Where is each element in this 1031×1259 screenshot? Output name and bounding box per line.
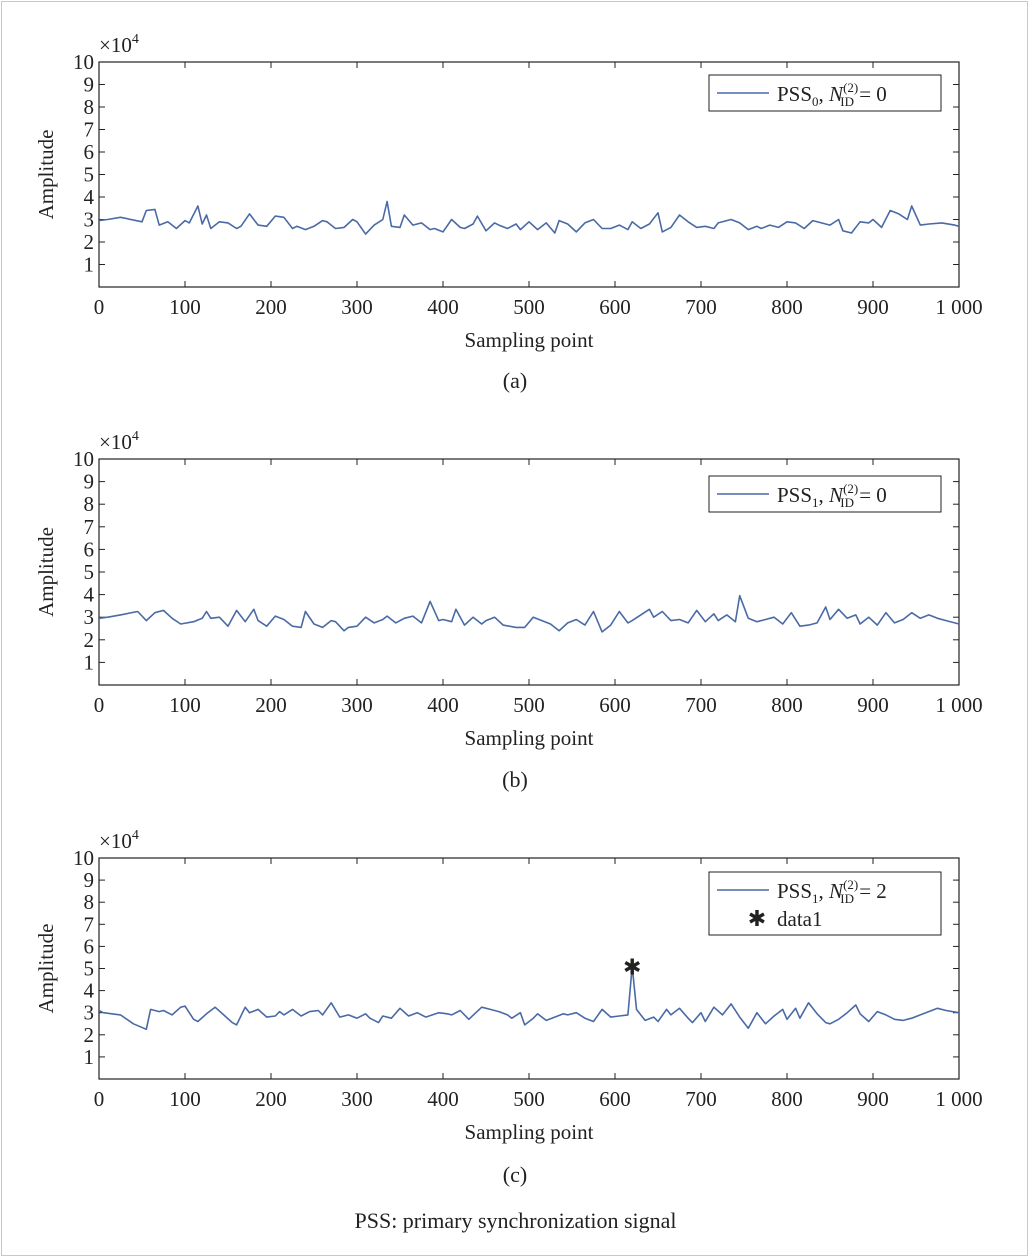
y-tick-label: 4 — [84, 185, 95, 209]
y-tick-label: 7 — [84, 118, 95, 142]
y-tick-label: 10 — [73, 447, 94, 471]
y-tick-label: 10 — [73, 846, 94, 870]
x-tick-label: 0 — [94, 693, 105, 717]
y-tick-label: 8 — [84, 95, 95, 119]
y-axis-label: Amplitude — [34, 527, 58, 617]
x-tick-label: 900 — [857, 295, 889, 319]
x-tick-label: 800 — [771, 295, 803, 319]
x-tick-label: 800 — [771, 1087, 803, 1111]
y-tick-label: 5 — [84, 560, 95, 584]
legend-entry-2: data1 — [777, 907, 822, 931]
x-tick-label: 600 — [599, 295, 631, 319]
y-tick-label: 1 — [84, 650, 95, 674]
y-tick-label: 4 — [84, 979, 95, 1003]
figure-footer: PSS: primary synchronization signal — [354, 1208, 677, 1233]
y-tick-label: 5 — [84, 163, 95, 187]
y-tick-label: 5 — [84, 957, 95, 981]
x-tick-label: 500 — [513, 295, 545, 319]
x-tick-label: 800 — [771, 693, 803, 717]
x-tick-label: 200 — [255, 1087, 287, 1111]
y-tick-label: 1 — [84, 1045, 95, 1069]
y-tick-label: 3 — [84, 208, 95, 232]
x-tick-label: 300 — [341, 1087, 373, 1111]
series-line-1 — [98, 965, 960, 1031]
x-tick-label: 1 000 — [935, 1087, 982, 1111]
x-tick-label: 400 — [427, 693, 459, 717]
x-axis-label: Sampling point — [465, 726, 594, 750]
x-axis-label: Sampling point — [465, 1120, 594, 1144]
y-tick-label: 2 — [84, 1023, 95, 1047]
subplot-label: (a) — [503, 368, 527, 393]
y-tick-label: 9 — [84, 470, 95, 494]
legend-entry-1: PSS1, N(2) ID = 0 — [777, 481, 887, 510]
x-tick-label: 600 — [599, 693, 631, 717]
x-tick-label: 900 — [857, 693, 889, 717]
x-tick-label: 400 — [427, 1087, 459, 1111]
x-tick-label: 200 — [255, 693, 287, 717]
series-line-1 — [98, 594, 960, 633]
series-line-1 — [98, 200, 960, 235]
y-tick-label: 8 — [84, 492, 95, 516]
x-tick-label: 100 — [169, 693, 201, 717]
x-tick-label: 300 — [341, 693, 373, 717]
y-tick-label: 3 — [84, 1001, 95, 1025]
y-tick-label: 2 — [84, 628, 95, 652]
x-tick-label: 500 — [513, 1087, 545, 1111]
y-tick-label: 7 — [84, 912, 95, 936]
x-tick-label: 500 — [513, 693, 545, 717]
x-tick-label: 200 — [255, 295, 287, 319]
y-tick-label: 8 — [84, 890, 95, 914]
subplot-label: (b) — [502, 767, 528, 792]
x-tick-label: 1 000 — [935, 693, 982, 717]
y-tick-label: 4 — [84, 583, 95, 607]
x-tick-label: 1 000 — [935, 295, 982, 319]
x-tick-label: 0 — [94, 295, 105, 319]
y-tick-label: 6 — [84, 537, 95, 561]
y-tick-label: 10 — [73, 50, 94, 74]
y-tick-label: 1 — [84, 253, 95, 277]
x-tick-label: 700 — [685, 693, 717, 717]
x-tick-label: 600 — [599, 1087, 631, 1111]
peak-marker: ✱ — [623, 954, 641, 979]
x-axis-label: Sampling point — [465, 328, 594, 352]
x-tick-label: 700 — [685, 295, 717, 319]
axis-exponent: ×104 — [99, 32, 139, 57]
legend-entry-1: PSS0, N(2) ID = 0 — [777, 80, 887, 109]
y-tick-label: 9 — [84, 868, 95, 892]
y-tick-label: 6 — [84, 934, 95, 958]
x-tick-label: 400 — [427, 295, 459, 319]
y-axis-label: Amplitude — [34, 130, 58, 220]
y-tick-label: 7 — [84, 515, 95, 539]
y-tick-label: 9 — [84, 73, 95, 97]
y-tick-label: 3 — [84, 605, 95, 629]
y-tick-label: 2 — [84, 230, 95, 254]
legend-entry-1: PSS1, N(2) ID = 2 — [777, 877, 887, 906]
legend-box — [708, 871, 942, 936]
x-tick-label: 0 — [94, 1087, 105, 1111]
x-tick-label: 900 — [857, 1087, 889, 1111]
y-tick-label: 6 — [84, 140, 95, 164]
x-tick-label: 700 — [685, 1087, 717, 1111]
x-tick-label: 100 — [169, 1087, 201, 1111]
legend-marker-swatch: ✱ — [748, 906, 766, 931]
axis-exponent: ×104 — [99, 828, 139, 853]
axis-exponent: ×104 — [99, 429, 139, 454]
x-tick-label: 300 — [341, 295, 373, 319]
x-tick-label: 100 — [169, 295, 201, 319]
subplot-label: (c) — [503, 1162, 527, 1187]
y-axis-label: Amplitude — [34, 924, 58, 1014]
